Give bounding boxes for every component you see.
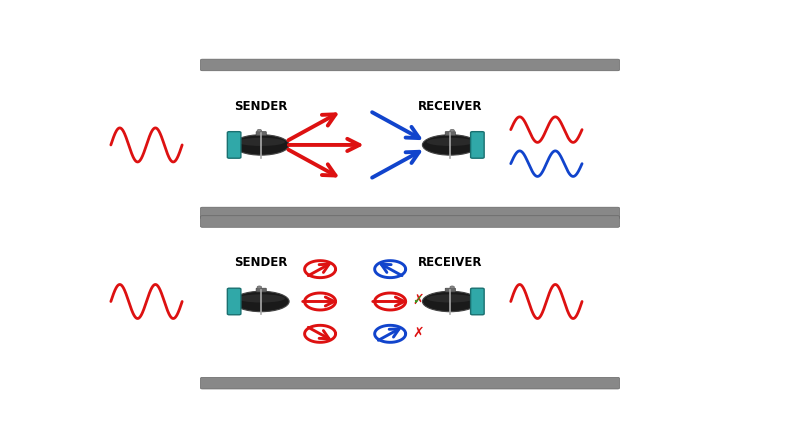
- Text: RECEIVER: RECEIVER: [418, 256, 482, 269]
- FancyBboxPatch shape: [227, 132, 241, 158]
- Text: SENDER: SENDER: [234, 99, 288, 113]
- Circle shape: [450, 286, 454, 289]
- Ellipse shape: [238, 294, 285, 302]
- FancyBboxPatch shape: [470, 132, 484, 158]
- FancyBboxPatch shape: [201, 377, 619, 389]
- Ellipse shape: [426, 294, 474, 302]
- FancyBboxPatch shape: [256, 288, 266, 292]
- Circle shape: [450, 130, 454, 132]
- Ellipse shape: [234, 291, 289, 312]
- Text: SENDER: SENDER: [234, 256, 288, 269]
- FancyBboxPatch shape: [201, 59, 619, 71]
- Circle shape: [257, 130, 262, 132]
- FancyBboxPatch shape: [446, 132, 455, 135]
- Ellipse shape: [234, 135, 289, 155]
- FancyBboxPatch shape: [227, 288, 241, 315]
- FancyBboxPatch shape: [446, 288, 455, 292]
- FancyBboxPatch shape: [201, 216, 619, 227]
- FancyBboxPatch shape: [201, 207, 619, 219]
- FancyBboxPatch shape: [470, 288, 484, 315]
- Text: ✗: ✗: [412, 326, 423, 340]
- Ellipse shape: [238, 138, 285, 146]
- Text: ✓: ✓: [412, 294, 422, 307]
- Ellipse shape: [426, 138, 474, 146]
- Circle shape: [257, 286, 262, 289]
- FancyBboxPatch shape: [256, 132, 266, 135]
- Ellipse shape: [422, 291, 478, 312]
- Ellipse shape: [422, 135, 478, 155]
- Text: ✗: ✗: [412, 293, 423, 307]
- Text: RECEIVER: RECEIVER: [418, 99, 482, 113]
